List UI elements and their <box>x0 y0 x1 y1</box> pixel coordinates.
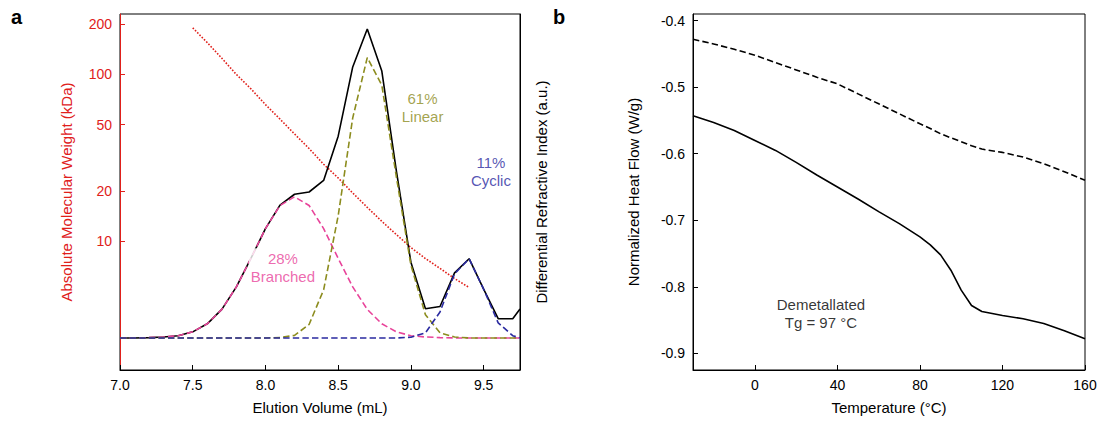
svg-text:20: 20 <box>96 183 112 199</box>
svg-text:10: 10 <box>96 233 112 249</box>
svg-text:Elution Volume (mL): Elution Volume (mL) <box>252 399 387 416</box>
svg-text:8.5: 8.5 <box>328 377 348 393</box>
svg-text:61%: 61% <box>408 90 438 107</box>
svg-text:Cyclic: Cyclic <box>471 172 511 189</box>
svg-text:-0.4: -0.4 <box>661 13 685 29</box>
svg-text:b: b <box>553 6 565 28</box>
svg-text:9.5: 9.5 <box>474 377 494 393</box>
svg-text:0: 0 <box>751 377 759 393</box>
svg-text:200: 200 <box>89 16 113 32</box>
svg-text:Branched: Branched <box>251 268 315 285</box>
svg-text:160: 160 <box>1073 377 1097 393</box>
svg-text:8.0: 8.0 <box>256 377 276 393</box>
svg-text:-0.5: -0.5 <box>661 79 685 95</box>
svg-text:9.0: 9.0 <box>401 377 421 393</box>
svg-text:-0.8: -0.8 <box>661 279 685 295</box>
svg-text:-0.9: -0.9 <box>661 345 685 361</box>
svg-text:Normalized Heat Flow (W/g): Normalized Heat Flow (W/g) <box>625 98 642 286</box>
svg-text:100: 100 <box>89 66 113 82</box>
svg-text:Tg = 97 °C: Tg = 97 °C <box>785 314 857 331</box>
svg-text:Differential Refractive Index: Differential Refractive Index (a.u.) <box>533 80 550 303</box>
svg-text:Linear: Linear <box>402 108 444 125</box>
svg-text:7.0: 7.0 <box>110 377 130 393</box>
svg-text:50: 50 <box>96 117 112 133</box>
svg-text:-0.7: -0.7 <box>661 212 685 228</box>
svg-text:7.5: 7.5 <box>183 377 203 393</box>
svg-text:-0.6: -0.6 <box>661 146 685 162</box>
svg-text:28%: 28% <box>268 250 298 267</box>
svg-text:80: 80 <box>912 377 928 393</box>
svg-text:Absolute Molecular Weight (kDa: Absolute Molecular Weight (kDa) <box>58 83 75 302</box>
svg-text:40: 40 <box>830 377 846 393</box>
svg-text:a: a <box>11 6 23 28</box>
svg-text:120: 120 <box>991 377 1015 393</box>
svg-text:11%: 11% <box>476 154 505 171</box>
svg-text:Temperature (°C): Temperature (°C) <box>831 399 946 416</box>
svg-text:Demetallated: Demetallated <box>777 296 865 313</box>
